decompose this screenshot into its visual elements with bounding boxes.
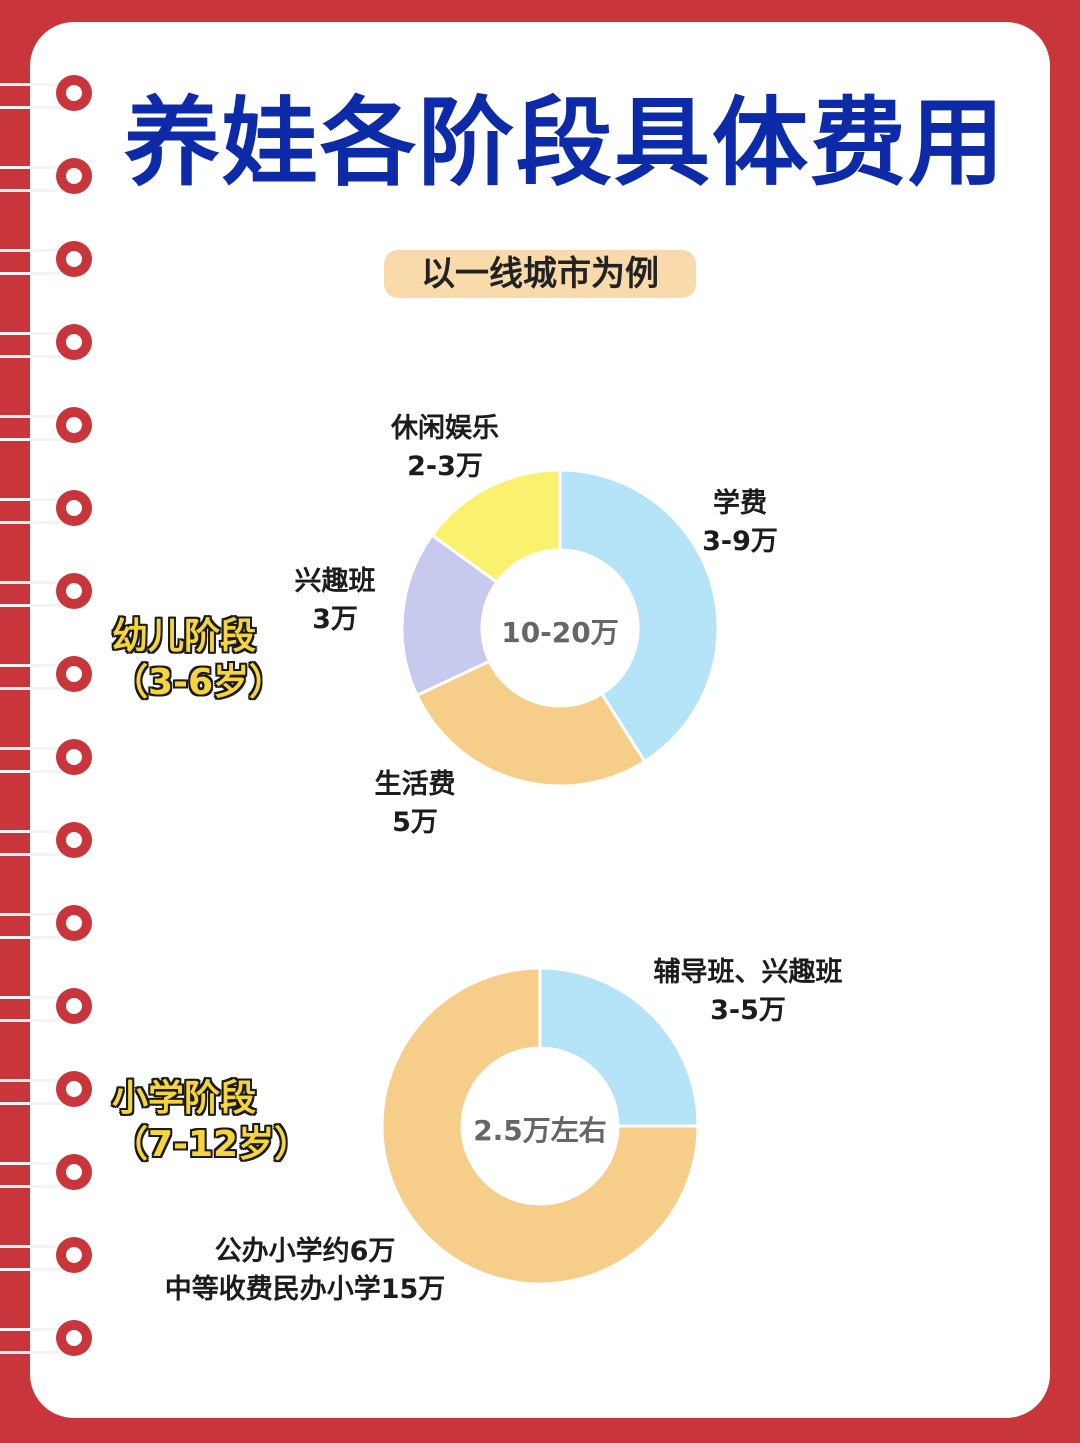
slice-label-leisure: 休闲娱乐 2-3万	[370, 410, 520, 486]
ring-hole	[56, 822, 92, 858]
binding-ring	[0, 905, 120, 945]
slice-name: 休闲娱乐	[391, 413, 499, 444]
stage-title: 小学阶段	[112, 1078, 257, 1119]
binding-ring	[0, 490, 120, 530]
ring-hole	[56, 490, 92, 526]
ring-hole	[56, 407, 92, 443]
ring-hole	[56, 1320, 92, 1356]
ring-wire	[0, 498, 74, 524]
slice-value: 3万	[312, 604, 358, 635]
ring-hole	[56, 1071, 92, 1107]
donut-center-total: 2.5万左右	[473, 1114, 607, 1147]
ring-wire	[0, 83, 74, 109]
slice-name: 学费	[713, 488, 767, 519]
donut-slice-1	[380, 966, 700, 1286]
stage-age: （3-6岁）	[112, 662, 286, 703]
donut-slice-1	[415, 659, 647, 788]
binding-ring	[0, 573, 120, 613]
donut-slice-0	[558, 468, 720, 764]
binding-ring	[0, 1071, 120, 1111]
ring-wire	[0, 1328, 74, 1354]
ring-wire	[0, 830, 74, 856]
stage-label-kindergarten: 幼儿阶段 （3-6岁）	[112, 614, 285, 706]
slice-value: 中等收费民办小学15万	[164, 1274, 446, 1305]
binding-ring	[0, 988, 120, 1028]
slice-label-school-fee: 公办小学约6万 中等收费民办小学15万	[140, 1233, 470, 1309]
slice-value: 2-3万	[407, 451, 483, 482]
donut-slice-0	[538, 966, 700, 1128]
slice-value: 3-5万	[710, 995, 786, 1026]
slice-name: 公办小学约6万	[214, 1236, 396, 1267]
binding-ring	[0, 1320, 120, 1360]
ring-hole	[56, 324, 92, 360]
ring-hole	[56, 988, 92, 1024]
stage-age: （7-12岁）	[112, 1124, 311, 1165]
binding-ring	[0, 1237, 120, 1277]
ring-hole	[56, 739, 92, 775]
binding-ring	[0, 241, 120, 281]
ring-wire	[0, 249, 74, 275]
binding-ring	[0, 656, 120, 696]
slice-label-living: 生活费 5万	[345, 766, 485, 842]
ring-hole	[56, 656, 92, 692]
ring-wire	[0, 1245, 74, 1271]
binding-ring	[0, 407, 120, 447]
ring-wire	[0, 1079, 74, 1105]
ring-hole	[56, 905, 92, 941]
slice-name: 兴趣班	[294, 566, 376, 597]
ring-wire	[0, 166, 74, 192]
donut-slice-3	[430, 468, 562, 585]
ring-hole	[56, 1237, 92, 1273]
slice-label-interest-class: 兴趣班 3万	[275, 563, 395, 639]
ring-wire	[0, 664, 74, 690]
ring-hole	[56, 241, 92, 277]
binding-ring	[0, 739, 120, 779]
binding-ring	[0, 75, 120, 115]
ring-wire	[0, 581, 74, 607]
binding-ring	[0, 1154, 120, 1194]
ring-wire	[0, 913, 74, 939]
slice-label-tutoring: 辅导班、兴趣班 3-5万	[628, 954, 868, 1030]
donut-slice-2	[400, 533, 499, 698]
donut-center-total: 10-20万	[501, 616, 619, 649]
donut-chart-kindergarten	[400, 468, 720, 788]
ring-hole	[56, 573, 92, 609]
slice-value: 5万	[392, 807, 438, 838]
binding-ring	[0, 158, 120, 198]
ring-hole	[56, 1154, 92, 1190]
stage-label-primary: 小学阶段 （7-12岁）	[112, 1076, 310, 1168]
ring-wire	[0, 996, 74, 1022]
slice-value: 3-9万	[702, 526, 778, 557]
subtitle-tag: 以一线城市为例	[384, 250, 696, 298]
ring-hole	[56, 158, 92, 194]
slice-label-tuition: 学费 3-9万	[680, 485, 800, 561]
ring-wire	[0, 332, 74, 358]
stage-title: 幼儿阶段	[112, 616, 257, 657]
ring-hole	[56, 75, 92, 111]
donut-chart-primary	[380, 966, 700, 1286]
slice-name: 辅导班、兴趣班	[653, 957, 843, 988]
spiral-binding	[0, 0, 120, 1443]
ring-wire	[0, 1162, 74, 1188]
ring-wire	[0, 747, 74, 773]
ring-wire	[0, 415, 74, 441]
binding-ring	[0, 822, 120, 862]
slice-name: 生活费	[374, 769, 456, 800]
page-title: 养娃各阶段具体费用	[124, 87, 1006, 199]
binding-ring	[0, 324, 120, 364]
